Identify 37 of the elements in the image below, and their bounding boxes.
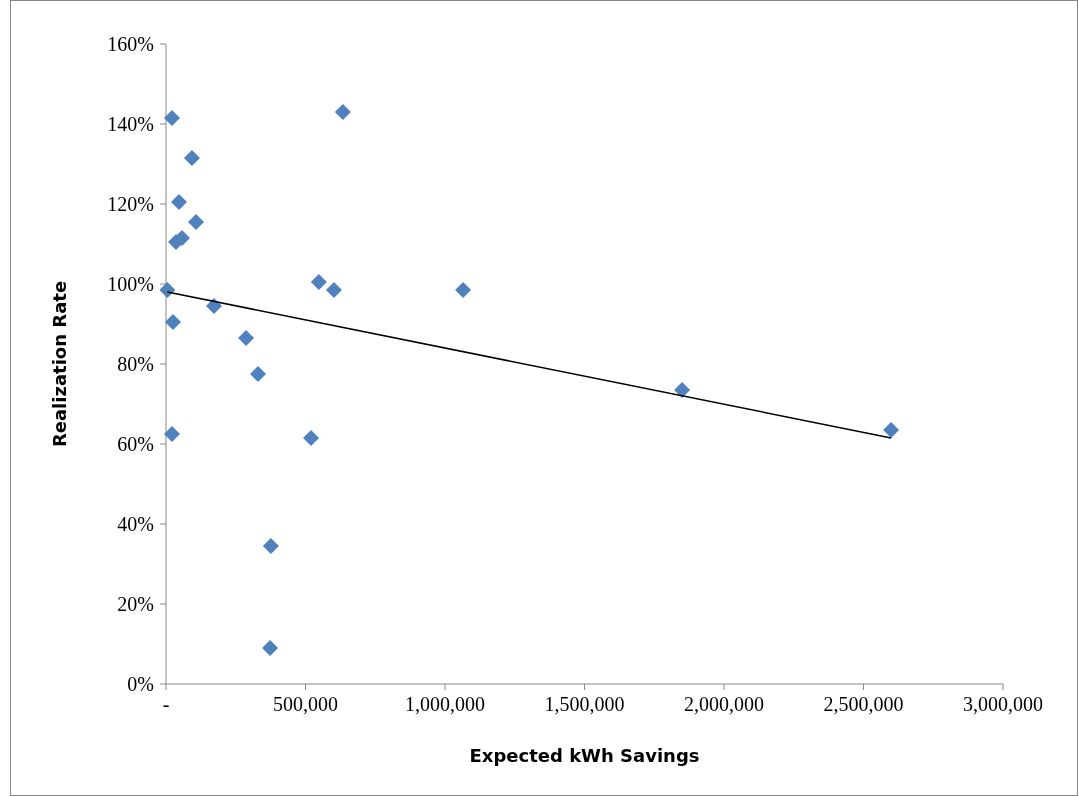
point: [883, 422, 900, 438]
x-tick-label: 1,500,000: [544, 693, 625, 715]
y-tick-label: 80%: [117, 353, 154, 375]
x-tick-label: 2,500,000: [823, 693, 904, 715]
x-tick-label: 3,000,000: [963, 693, 1043, 715]
point: [171, 194, 187, 210]
point: [238, 330, 255, 346]
y-tick-label: 20%: [117, 593, 154, 615]
y-tick-label: 0%: [127, 673, 154, 695]
point: [205, 298, 222, 314]
x-axis-title: Expected kWh Savings: [469, 745, 700, 766]
x-tick-label: 1,000,000: [405, 693, 485, 715]
point: [455, 282, 472, 298]
point: [310, 274, 327, 290]
point: [164, 314, 181, 330]
point: [159, 282, 176, 298]
point: [262, 538, 279, 554]
point: [164, 110, 180, 126]
y-tick-label: 60%: [117, 433, 154, 455]
point: [334, 104, 351, 120]
point: [325, 282, 342, 298]
point: [187, 214, 204, 230]
point: [164, 426, 180, 442]
y-tick-label: 160%: [107, 33, 154, 55]
x-tick-label: 2,000,000: [684, 693, 764, 715]
y-tick-label: 40%: [117, 513, 154, 535]
y-axis-title: Realization Rate: [49, 280, 70, 448]
y-tick-label: 100%: [107, 273, 154, 295]
point: [262, 640, 279, 656]
point: [183, 150, 200, 166]
y-tick-label: 140%: [107, 113, 154, 135]
point: [303, 430, 320, 446]
y-tick-label: 120%: [107, 193, 154, 215]
point: [674, 382, 691, 398]
point: [250, 366, 267, 382]
x-tick-label: -: [162, 693, 170, 715]
x-tick-label: 500,000: [273, 693, 338, 715]
